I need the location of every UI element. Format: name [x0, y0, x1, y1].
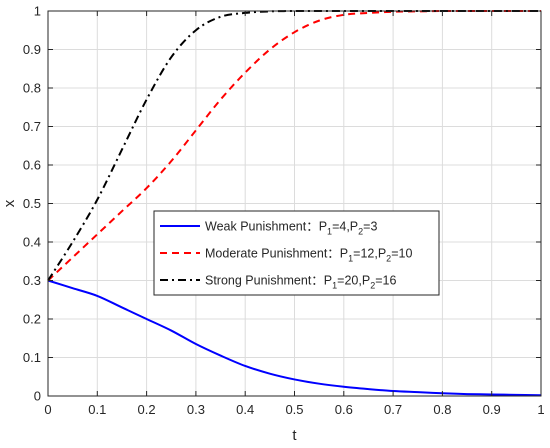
x-tick-label: 0.7	[384, 402, 402, 417]
x-tick-label: 0.4	[236, 402, 254, 417]
y-tick-label: 0.4	[23, 235, 41, 250]
y-tick-label: 0.1	[23, 350, 41, 365]
legend-label-1: Weak Punishment：P1=4,P2=3	[205, 220, 377, 237]
x-tick-label: 1	[537, 402, 544, 417]
y-tick-label: 1	[34, 4, 41, 19]
y-tick-label: 0.7	[23, 119, 41, 134]
y-tick-label: 0.8	[23, 81, 41, 96]
y-tick-label: 0.9	[23, 42, 41, 57]
x-tick-label: 0.2	[138, 402, 156, 417]
y-tick-label: 0.3	[23, 273, 41, 288]
x-tick-label: 0	[44, 402, 51, 417]
legend-label-2: Moderate Punishment：P1=12,P2=10	[205, 247, 412, 264]
x-tick-label: 0.5	[285, 402, 303, 417]
legend: Weak Punishment：P1=4,P2=3 Moderate Punish…	[153, 210, 440, 296]
x-tick-label: 0.3	[187, 402, 205, 417]
x-tick-label: 0.8	[433, 402, 451, 417]
legend-box	[153, 210, 440, 296]
y-tick-label: 0.2	[23, 312, 41, 327]
tick-group: 0 0.1 0.2 0.3 0.4 0.5 0.6 0.7 0.8 0.9 1 0 0.1 0.2 0.3 0…	[23, 4, 545, 418]
y-axis-label: x	[1, 199, 18, 207]
x-tick-label: 0.1	[88, 402, 106, 417]
y-tick-label: 0.5	[23, 196, 41, 211]
series-line-1	[47, 279, 542, 397]
x-tick-label: 0.9	[483, 402, 501, 417]
y-tick-label: 0	[34, 389, 41, 404]
legend-label-3: Strong Punishment：P1=20,P2=16	[205, 274, 396, 291]
y-tick-label: 0.6	[23, 158, 41, 173]
x-tick-label: 0.6	[335, 402, 353, 417]
x-axis-label: t	[292, 427, 297, 444]
